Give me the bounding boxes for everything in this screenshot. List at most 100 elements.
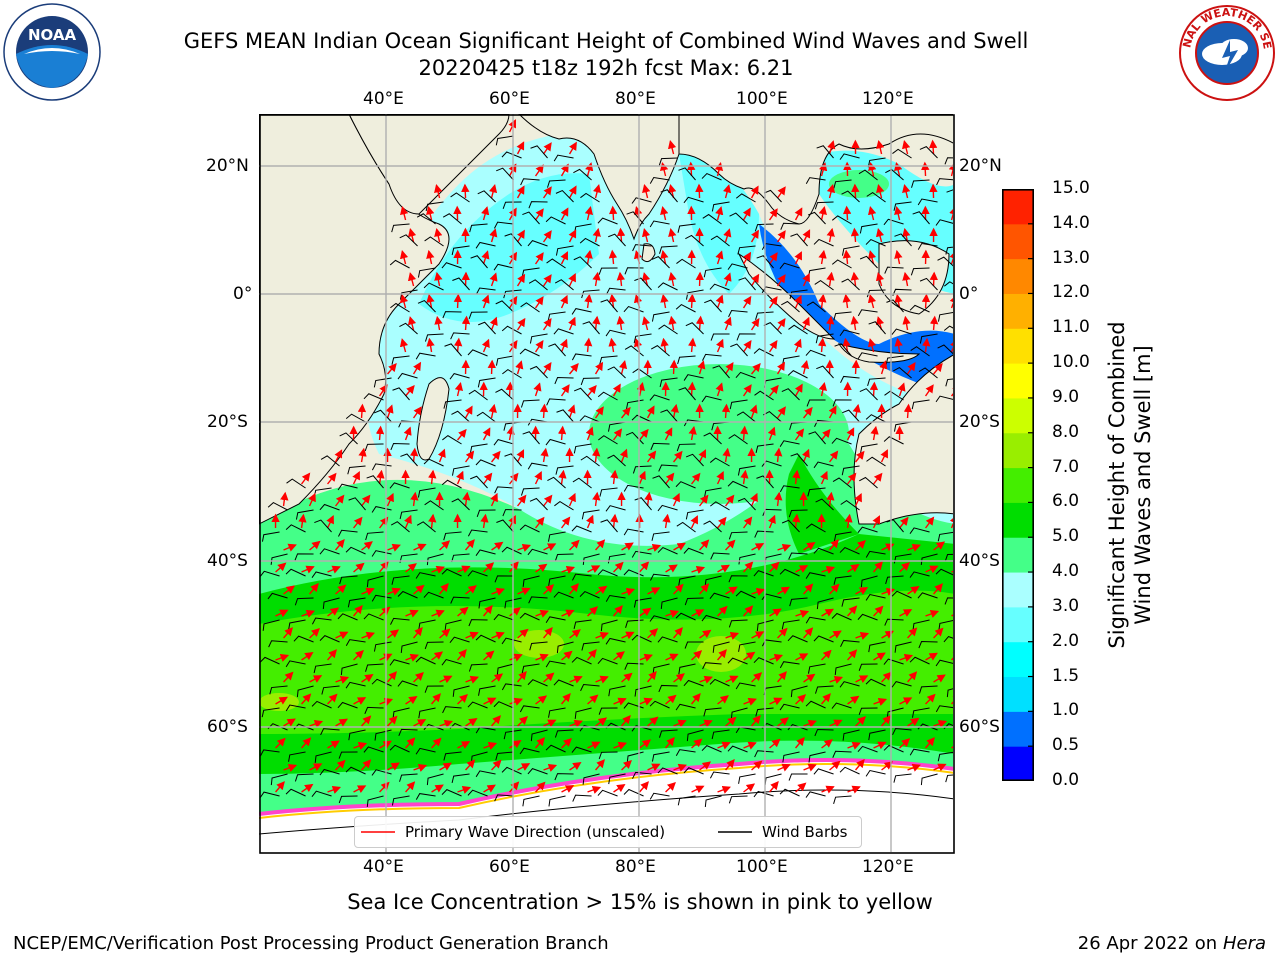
wave-direction-arrow — [743, 561, 754, 573]
wind-barb — [545, 616, 566, 624]
wave-direction-arrow — [592, 184, 602, 199]
wind-barb — [338, 529, 358, 537]
colorbar-tick-label: 15.0 — [1052, 178, 1090, 198]
wind-barb — [467, 701, 488, 709]
wind-barb — [867, 377, 886, 387]
wind-barb — [553, 154, 574, 162]
wave-direction-arrow — [542, 494, 553, 507]
wave-direction-arrow — [639, 428, 649, 441]
wave-direction-arrow — [750, 317, 760, 331]
wind-barb — [753, 790, 774, 798]
wave-direction-arrow — [906, 362, 916, 375]
wave-direction-arrow — [922, 337, 931, 353]
wave-direction-arrow — [405, 384, 415, 397]
wave-direction-arrow — [854, 492, 862, 507]
wind-barb — [649, 792, 670, 800]
wave-direction-arrow — [610, 513, 619, 529]
wave-direction-arrow — [875, 228, 885, 243]
wave-direction-field — [259, 119, 953, 808]
wind-barb — [502, 369, 522, 379]
wave-direction-arrow — [829, 719, 843, 728]
wind-barb — [600, 519, 618, 533]
wave-direction-arrow — [275, 781, 285, 793]
wind-barb — [527, 679, 548, 687]
wave-direction-arrow — [431, 651, 444, 661]
wave-direction-arrow — [613, 741, 627, 750]
wave-direction-arrow — [465, 675, 479, 684]
wind-barb — [813, 635, 834, 643]
wind-barb — [519, 524, 540, 533]
wave-direction-arrow — [481, 206, 490, 221]
wave-direction-arrow — [592, 227, 601, 243]
wind-barb — [813, 461, 834, 469]
wave-direction-arrow — [462, 491, 471, 507]
wave-direction-arrow — [561, 785, 575, 793]
wave-direction-arrow — [697, 360, 706, 375]
colorbar-cell — [1002, 293, 1034, 329]
wind-barb — [840, 375, 860, 383]
wind-barb — [476, 509, 496, 518]
wind-barb — [267, 592, 288, 600]
wind-barb — [442, 435, 462, 445]
wave-direction-arrow — [933, 627, 944, 639]
wind-barb — [606, 287, 626, 295]
wave-direction-arrow — [873, 605, 884, 617]
wind-barb — [319, 768, 340, 776]
wave-direction-arrow — [670, 403, 679, 419]
wave-direction-arrow — [616, 271, 626, 287]
wave-direction-arrow — [742, 295, 752, 309]
wind-barb — [807, 211, 826, 225]
wind-barb — [347, 597, 366, 608]
wind-barb — [657, 504, 678, 512]
wave-direction-arrow — [691, 692, 701, 705]
wind-barb — [285, 704, 306, 712]
wave-direction-arrow — [407, 316, 417, 331]
wind-barb — [816, 365, 834, 379]
wind-barb — [711, 729, 730, 740]
wave-direction-arrow — [568, 229, 577, 243]
wave-direction-arrow — [434, 271, 443, 287]
wave-direction-arrow — [568, 316, 576, 331]
wind-barb — [790, 685, 808, 698]
wave-direction-arrow — [664, 472, 675, 485]
wave-direction-arrow — [387, 543, 401, 552]
wave-direction-arrow — [855, 632, 870, 640]
wave-direction-arrow — [361, 759, 372, 771]
wave-direction-arrow — [298, 513, 307, 529]
wind-barb — [519, 612, 540, 621]
wind-barb — [658, 464, 678, 472]
wave-direction-arrow — [826, 491, 835, 507]
map-frame — [259, 114, 955, 854]
wave-direction-arrow — [842, 205, 852, 221]
sea-ice-note: Sea Ice Concentration > 15% is shown in … — [347, 890, 933, 914]
footer-date-text: 26 Apr 2022 on — [1077, 933, 1223, 954]
wave-direction-arrow — [899, 562, 910, 573]
wave-direction-arrow — [894, 337, 903, 353]
wind-barb — [477, 190, 496, 203]
wind-barb — [496, 167, 514, 181]
wave-direction-arrow — [715, 250, 724, 265]
wind-barb — [761, 286, 782, 294]
wind-barb — [391, 355, 410, 365]
wave-direction-arrow — [403, 426, 412, 441]
wind-barb — [883, 436, 904, 445]
wave-direction-arrow — [464, 405, 473, 419]
wave-direction-arrow — [933, 674, 946, 683]
wave-direction-arrow — [379, 606, 391, 617]
wave-direction-arrow — [434, 184, 443, 199]
wave-direction-arrow — [821, 608, 834, 617]
wave-direction-arrow — [516, 141, 525, 155]
wave-direction-arrow — [673, 673, 685, 683]
wave-direction-arrow — [569, 629, 581, 639]
wave-direction-arrow — [717, 605, 728, 617]
wind-barb — [684, 597, 704, 606]
wave-direction-arrow — [280, 491, 289, 507]
wind-barb — [737, 245, 756, 255]
wave-direction-arrow — [673, 542, 686, 551]
wind-barb — [269, 685, 288, 695]
wind-barb — [424, 641, 444, 650]
wave-direction-arrow — [867, 338, 877, 353]
wave-direction-arrow — [386, 492, 394, 507]
wind-barb — [683, 547, 704, 555]
wind-barb — [678, 387, 696, 401]
